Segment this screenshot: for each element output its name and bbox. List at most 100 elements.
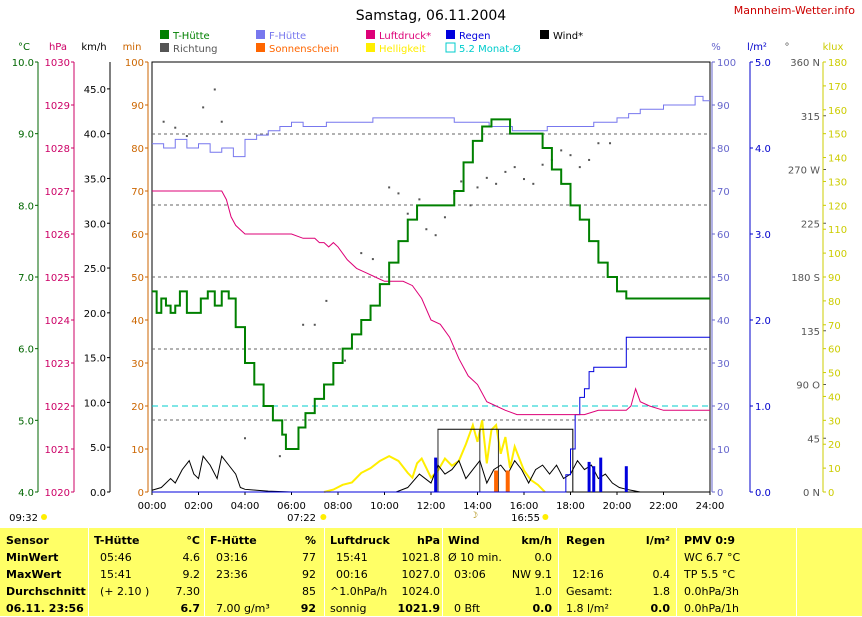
r-max-value: 0.4 <box>652 568 671 581</box>
temp-axis-unit: °C <box>18 42 30 53</box>
w-avg-value: 1.0 <box>534 585 553 598</box>
kmh-axis-tick-label: 25.0 <box>84 264 106 275</box>
direction-point <box>609 142 612 145</box>
weather-chart: Samstag, 06.11.2004 Mannheim-Wetter.info… <box>9 4 856 524</box>
x-axis-tick-label: 06:00 <box>277 501 306 512</box>
series-regen <box>152 336 710 493</box>
w-cur-label: 0 Bft <box>454 602 481 615</box>
pmv-1h: 0.0hPa/1h <box>684 602 740 615</box>
direction-point <box>469 204 472 207</box>
deg-axis-tick-label: 135 <box>801 327 820 338</box>
legend-label: Helligkeit <box>379 44 426 55</box>
direction-point <box>443 216 446 219</box>
col-divider <box>796 528 797 616</box>
direction-point <box>343 359 346 362</box>
direction-point <box>532 182 535 185</box>
kmh-axis-tick-label: 40.0 <box>84 130 106 141</box>
site-link[interactable]: Mannheim-Wetter.info <box>734 4 856 17</box>
klux-axis-tick-label: 60 <box>828 345 841 356</box>
pct-axis-tick-label: 20 <box>717 402 730 413</box>
x-axis-tick-label: 10:00 <box>370 501 399 512</box>
x-axis-tick-label: 16:00 <box>510 501 539 512</box>
pct-axis-tick-label: 80 <box>717 144 730 155</box>
l-cur-value: 1021.9 <box>397 602 440 615</box>
klux-axis-tick-label: 50 <box>828 369 841 380</box>
series-luftdruck <box>152 190 710 416</box>
moon-icon: ☽ <box>470 511 478 521</box>
pmv-tp: TP 5.5 °C <box>684 568 736 581</box>
direction-point <box>244 437 246 440</box>
legend-swatch <box>160 43 169 52</box>
hpa-axis-tick-label: 1026 <box>45 230 70 241</box>
header-pmv: PMV 0:9 <box>684 534 736 547</box>
rain-bar <box>592 466 596 492</box>
direction-point <box>541 163 544 166</box>
temp-axis-tick-label: 5.0 <box>18 416 34 427</box>
kmh-axis-tick-label: 10.0 <box>84 398 106 409</box>
hpa-axis-tick-label: 1028 <box>45 144 70 155</box>
hpa-axis-tick-label: 1030 <box>45 58 70 69</box>
deg-axis-tick-label: 315 <box>801 112 820 123</box>
x-axis-tick-label: 24:00 <box>696 501 725 512</box>
kmh-axis-tick-label: 45.0 <box>84 85 106 96</box>
direction-point <box>185 135 188 138</box>
klux-axis-tick-label: 30 <box>828 416 841 427</box>
lm2-axis-unit: l/m² <box>747 42 767 53</box>
lm2-axis-tick-label: 5.0 <box>755 58 771 69</box>
kmh-axis-tick-label: 35.0 <box>84 174 106 185</box>
hpa-axis-unit: hPa <box>49 42 67 53</box>
klux-axis-tick-label: 10 <box>828 464 841 475</box>
series-helligkeit <box>323 420 546 493</box>
direction-point <box>220 120 223 123</box>
pct-axis-tick-label: 90 <box>717 101 730 112</box>
col-sensor: Sensor MinWert MaxWert Durchschnitt 06.1… <box>6 528 86 616</box>
sunshine-bar <box>505 470 510 492</box>
deg-axis-tick-label: 360 N <box>790 58 820 69</box>
axes: °C4.05.06.07.08.09.010.0hPa1020102110221… <box>9 42 847 524</box>
min-axis-tick-label: 40 <box>131 316 144 327</box>
series-wind <box>151 455 710 493</box>
min-axis-tick-label: 20 <box>131 402 144 413</box>
min-axis-tick-label: 10 <box>131 445 144 456</box>
l-cur-label: sonnig <box>330 602 367 615</box>
klux-axis-tick-label: 150 <box>828 130 847 141</box>
deg-axis-tick-label: 270 W <box>788 166 820 177</box>
legend-label: Regen <box>459 31 491 42</box>
col-divider <box>676 528 677 616</box>
klux-axis-tick-label: 0 <box>828 488 834 499</box>
x-axis-tick-label: 08:00 <box>324 501 353 512</box>
direction-point <box>597 142 600 145</box>
row-min-label: MinWert <box>6 551 59 564</box>
min-axis-tick-label: 60 <box>131 230 144 241</box>
min-axis-tick-label: 100 <box>125 58 144 69</box>
rain-bar <box>624 466 628 492</box>
x-axis-tick-label: 00:00 <box>138 501 167 512</box>
pct-axis-tick-label: 0 <box>717 488 723 499</box>
legend-label: Luftdruck* <box>379 31 431 42</box>
legend-swatch <box>256 43 265 52</box>
w-min-value: 0.0 <box>534 551 553 564</box>
hpa-axis-tick-label: 1020 <box>45 488 70 499</box>
legend-swatch <box>256 30 265 39</box>
lm2-axis-tick-label: 3.0 <box>755 230 771 241</box>
l-max-time: 00:16 <box>336 568 368 581</box>
header-w-unit: km/h <box>521 534 552 547</box>
header-t-huette: T-Hütte <box>94 534 140 547</box>
direction-point <box>485 176 488 179</box>
direction-point <box>360 252 363 255</box>
x-axis-tick-label: 12:00 <box>417 501 446 512</box>
pct-axis-tick-label: 30 <box>717 359 730 370</box>
w-max-time: 03:06 <box>454 568 486 581</box>
t-avg-extra: (+ 2.10 ) <box>100 585 150 598</box>
pct-axis-tick-label: 70 <box>717 187 730 198</box>
sunrise-icon <box>320 514 327 520</box>
lm2-axis-tick-label: 2.0 <box>755 316 771 327</box>
col-divider <box>558 528 559 616</box>
lm2-axis-tick-label: 1.0 <box>755 402 771 413</box>
temp-axis-tick-label: 9.0 <box>18 130 34 141</box>
legend-label: Sonnenschein <box>269 44 339 55</box>
f-min-time: 03:16 <box>216 551 248 564</box>
t-cur-value: 6.7 <box>180 602 201 615</box>
t-avg-value: 7.30 <box>175 585 201 598</box>
direction-point <box>302 323 305 326</box>
